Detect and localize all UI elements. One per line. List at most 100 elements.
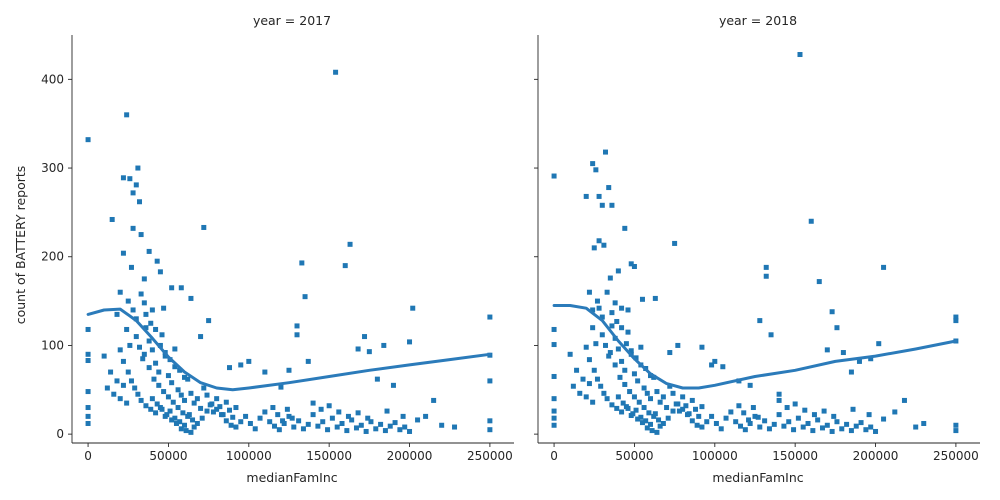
data-point-y2017 — [270, 405, 276, 411]
data-point-y2017 — [146, 338, 152, 344]
data-point-y2017 — [291, 424, 297, 430]
data-point-y2018 — [868, 356, 874, 362]
data-point-y2018 — [604, 396, 610, 402]
data-point-y2017 — [214, 396, 220, 402]
data-point-y2017 — [137, 344, 143, 350]
data-point-y2018 — [757, 318, 763, 324]
data-point-y2017 — [178, 285, 184, 291]
data-point-y2018 — [646, 410, 652, 416]
data-point-y2018 — [786, 419, 792, 425]
data-point-y2017 — [120, 382, 126, 388]
data-point-y2018 — [776, 397, 782, 403]
data-point-y2018 — [639, 296, 645, 302]
data-point-y2018 — [802, 407, 808, 413]
data-point-y2018 — [591, 367, 597, 373]
data-point-y2017 — [233, 424, 239, 430]
data-point-y2018 — [699, 404, 705, 410]
x-tick-label-y2018: 50000 — [615, 449, 653, 463]
data-point-y2017 — [410, 305, 416, 311]
data-point-y2018 — [580, 376, 586, 382]
data-point-y2018 — [771, 421, 777, 427]
data-point-y2017 — [101, 353, 107, 359]
data-point-y2018 — [596, 238, 602, 244]
data-point-y2018 — [824, 422, 830, 428]
data-point-y2018 — [755, 414, 761, 420]
data-point-y2017 — [172, 346, 178, 352]
data-point-y2017 — [120, 175, 126, 181]
data-point-y2018 — [848, 369, 854, 375]
data-point-y2017 — [127, 342, 133, 348]
data-point-y2018 — [594, 376, 600, 382]
data-point-y2017 — [210, 409, 216, 415]
data-point-y2018 — [672, 240, 678, 246]
data-point-y2017 — [487, 427, 493, 433]
data-point-y2018 — [627, 389, 633, 395]
data-point-y2017 — [387, 423, 393, 429]
data-point-y2017 — [177, 367, 183, 373]
data-point-y2018 — [881, 416, 887, 422]
y-axis-label: count of BATTERY reports — [13, 166, 28, 325]
data-point-y2017 — [329, 415, 335, 421]
data-point-y2017 — [286, 413, 292, 419]
data-point-y2018 — [601, 390, 607, 396]
data-point-y2017 — [366, 349, 372, 355]
data-point-y2018 — [713, 420, 719, 426]
data-point-y2018 — [623, 341, 629, 347]
panel-title-2018: year = 2018 — [719, 13, 797, 28]
data-point-y2017 — [185, 376, 191, 382]
data-point-y2017 — [378, 421, 384, 427]
data-point-y2018 — [709, 362, 715, 368]
data-point-y2017 — [143, 325, 149, 331]
data-point-y2017 — [294, 332, 300, 338]
data-point-y2017 — [257, 415, 263, 421]
data-point-y2017 — [85, 326, 91, 332]
trend-line-y2018 — [552, 304, 958, 390]
data-point-y2018 — [641, 385, 647, 391]
data-point-y2018 — [591, 245, 597, 251]
data-point-y2017 — [169, 417, 175, 423]
data-point-y2017 — [149, 307, 155, 313]
data-point-y2018 — [831, 413, 837, 419]
data-point-y2017 — [365, 415, 371, 421]
data-point-y2017 — [165, 373, 171, 379]
data-point-y2018 — [805, 420, 811, 426]
data-point-y2017 — [246, 358, 252, 364]
data-point-y2018 — [609, 323, 615, 329]
data-point-y2017 — [349, 417, 355, 423]
data-point-y2017 — [127, 176, 133, 182]
data-point-y2017 — [487, 418, 493, 424]
data-point-y2017 — [336, 409, 342, 415]
data-point-y2018 — [652, 295, 658, 301]
data-point-y2018 — [619, 305, 625, 311]
data-point-y2017 — [157, 269, 163, 275]
data-point-y2017 — [85, 358, 91, 364]
data-point-y2017 — [267, 419, 273, 425]
data-point-y2017 — [397, 427, 403, 433]
data-point-y2017 — [206, 318, 212, 324]
data-point-y2018 — [551, 373, 557, 379]
data-point-y2017 — [220, 412, 226, 418]
data-point-y2017 — [186, 412, 192, 418]
data-point-y2018 — [762, 418, 768, 424]
data-point-y2017 — [439, 422, 445, 428]
data-point-y2018 — [693, 406, 699, 412]
data-point-y2018 — [583, 193, 589, 199]
data-point-y2017 — [353, 425, 359, 431]
data-point-y2017 — [161, 389, 167, 395]
data-point-y2018 — [683, 403, 689, 409]
data-point-y2018 — [667, 383, 673, 389]
data-point-y2018 — [567, 351, 573, 357]
data-point-y2018 — [723, 415, 729, 421]
data-point-y2017 — [167, 408, 173, 414]
data-point-y2018 — [598, 383, 604, 389]
data-point-y2018 — [776, 412, 782, 418]
axes-frame-2017 — [71, 35, 514, 444]
data-point-y2017 — [141, 351, 147, 357]
data-point-y2017 — [227, 407, 233, 413]
data-point-y2018 — [590, 325, 596, 331]
data-point-y2018 — [844, 421, 850, 427]
data-point-y2018 — [620, 400, 626, 406]
data-point-y2017 — [138, 232, 144, 238]
data-point-y2017 — [194, 420, 200, 426]
y-tick-label-y2017: 400 — [41, 72, 64, 86]
